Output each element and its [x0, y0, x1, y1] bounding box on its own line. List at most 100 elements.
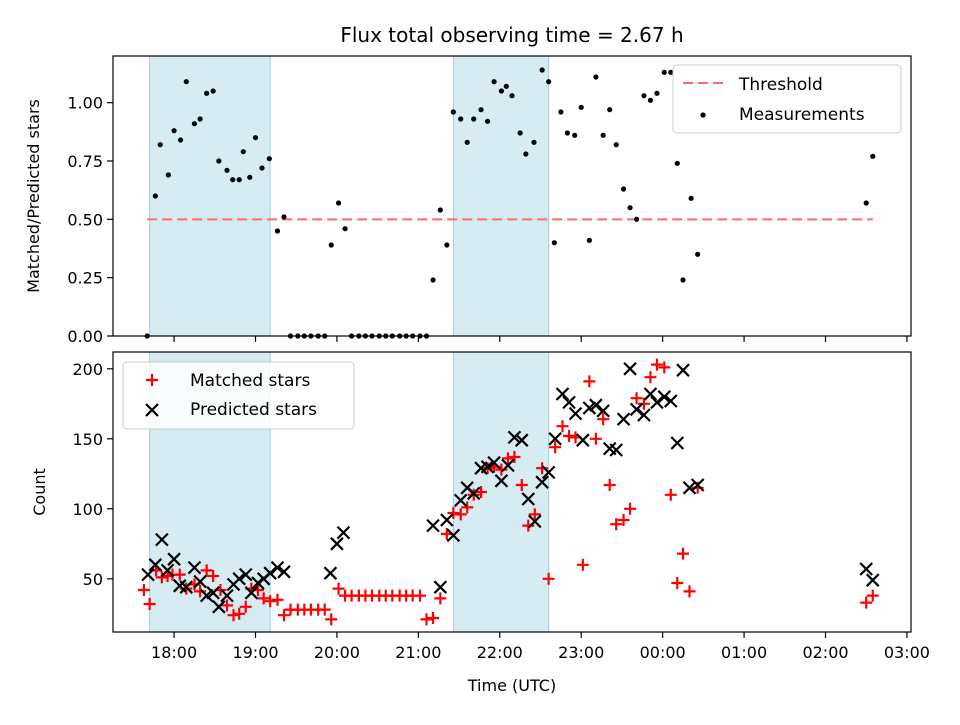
- predicted-star-point: [193, 574, 207, 589]
- top-y-tick-label: 1.00: [67, 94, 103, 113]
- x-tick-label: 02:00: [802, 643, 848, 662]
- bottom-y-ticks: 50 100 150 200: [72, 360, 113, 589]
- matched-star-point: [325, 613, 338, 626]
- matched-star-point: [583, 375, 596, 388]
- matched-star-point: [683, 585, 696, 598]
- measurement-point: [252, 135, 259, 141]
- top-legend-frame: [672, 64, 902, 134]
- predicted-star-point: [440, 513, 454, 527]
- measurement-point: [216, 158, 222, 164]
- measurement-point: [430, 277, 436, 283]
- measurement-point: [539, 67, 545, 73]
- predicted-star-point: [859, 562, 873, 576]
- matched-star-point: [664, 488, 677, 501]
- measurement-point: [613, 142, 619, 148]
- measurement-point: [498, 88, 505, 94]
- predicted-star-point: [535, 475, 549, 489]
- matched-star-point: [549, 441, 562, 454]
- predicted-star-point: [541, 465, 556, 480]
- measurement-point: [444, 242, 450, 248]
- measurement-point: [191, 121, 198, 127]
- predicted-star-point: [446, 528, 461, 543]
- bottom-y-tick-label: 150: [72, 430, 103, 449]
- top-shaded-intervals: [149, 55, 550, 337]
- measurement-point: [240, 149, 246, 155]
- bottom-y-tick-label: 50: [83, 570, 103, 589]
- predicted-star-point: [426, 518, 440, 533]
- matched-star-point: [637, 397, 650, 410]
- predicted-star-point: [160, 563, 175, 578]
- predicted-star-point: [664, 394, 678, 408]
- bottom-y-tick-label: 100: [72, 500, 103, 519]
- predicted-star-point: [629, 402, 644, 417]
- measurement-point: [564, 130, 570, 136]
- bottom-y-axis-label: Count: [30, 468, 49, 516]
- top-axes-frame: [112, 55, 912, 337]
- measurement-point: [627, 205, 633, 211]
- matched-star-point: [528, 508, 541, 521]
- matched-star-point: [515, 479, 528, 491]
- predicted-star-point: [521, 492, 536, 506]
- measurement-point: [674, 160, 680, 166]
- matched-star-point: [137, 584, 150, 596]
- matched-star-point: [221, 599, 233, 612]
- measurement-point: [680, 277, 686, 283]
- matched-star-point: [420, 613, 433, 626]
- measurement-point: [152, 193, 158, 199]
- top-y-tick-label: 0.50: [67, 210, 103, 229]
- measurement-point: [517, 130, 523, 136]
- bottom-legend: Matched stars Predicted stars: [122, 361, 355, 430]
- matched-star-point: [239, 600, 252, 613]
- predicted-star-points: [141, 362, 880, 614]
- measurement-point: [641, 93, 647, 99]
- chart-title: Flux total observing time = 2.67 h: [340, 23, 683, 47]
- predicted-star-point: [206, 586, 220, 600]
- predicted-star-point: [238, 567, 253, 582]
- bottom-shaded-interval-1: [452, 351, 550, 633]
- x-tick-label: 19:00: [232, 643, 278, 662]
- matched-star-point: [650, 358, 663, 371]
- bottom-legend-frame: [122, 361, 355, 430]
- x-tick-label: 21:00: [395, 643, 441, 662]
- matched-star-point: [207, 570, 220, 582]
- measurement-point: [247, 174, 253, 180]
- x-tick-label: 20:00: [314, 643, 360, 662]
- x-tick-label: 00:00: [640, 643, 686, 662]
- matched-star-point: [508, 451, 521, 463]
- predicted-star-point: [865, 573, 880, 587]
- top-shaded-interval-1: [452, 55, 550, 337]
- measurement-point: [551, 240, 557, 246]
- measurement-point: [281, 214, 287, 220]
- measurement-point: [586, 237, 592, 243]
- measurement-point: [661, 69, 667, 75]
- bottom-panel: 50 100 150 200 18:00 19:00 20:00 21:00 22:00 23:…: [30, 351, 930, 695]
- measurement-point: [478, 107, 484, 113]
- predicted-star-point: [480, 460, 495, 474]
- matched-star-point: [860, 596, 873, 609]
- measurement-point: [491, 79, 497, 85]
- predicted-star-point: [270, 560, 285, 575]
- matched-star-point: [332, 582, 345, 595]
- predicted-star-point: [212, 600, 226, 614]
- x-tick-label: 23:00: [558, 643, 604, 662]
- legend-threshold-label: Threshold: [738, 75, 823, 95]
- measurement-point: [633, 216, 640, 222]
- matched-star-point: [501, 452, 514, 465]
- matched-star-point: [173, 568, 186, 581]
- predicted-star-point: [568, 406, 583, 421]
- measurement-point: [157, 142, 163, 148]
- predicted-star-point: [244, 586, 259, 600]
- predicted-star-point: [179, 580, 194, 594]
- predicted-star-point: [562, 395, 576, 410]
- matched-star-point: [866, 589, 879, 602]
- matched-star-point: [413, 589, 426, 602]
- measurement-point: [688, 195, 694, 201]
- measurement-point: [695, 251, 701, 257]
- predicted-star-point: [487, 455, 501, 470]
- matched-star-point: [624, 502, 637, 515]
- measurement-point: [259, 165, 265, 171]
- measurement-point: [204, 90, 210, 96]
- measurement-point: [572, 132, 578, 138]
- measurement-point: [266, 156, 272, 162]
